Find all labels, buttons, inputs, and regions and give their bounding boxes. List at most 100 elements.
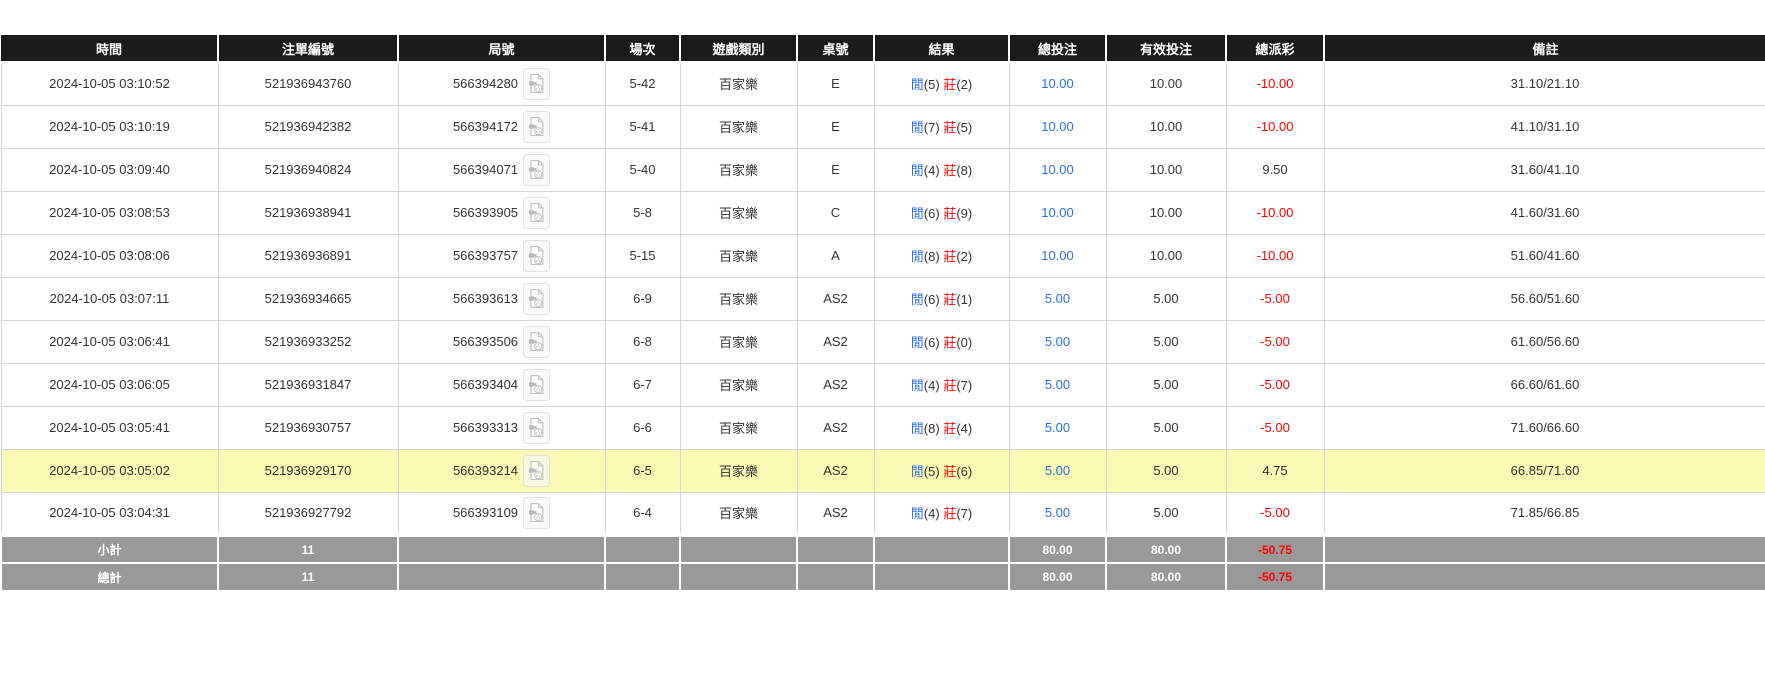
banker-result: 莊(1)	[943, 292, 972, 307]
player-score: (6)	[923, 206, 940, 221]
column-header-total-bet: 總投注	[1009, 35, 1107, 63]
banker-result: 莊(2)	[943, 77, 972, 92]
cell-bet-id: 521936927792	[217, 491, 399, 536]
cell-session: 5-8	[604, 190, 681, 235]
cell-bet-id: 521936929170	[217, 448, 399, 493]
table-row[interactable]: 2024-10-05 03:06:41 521936933252 5663935…	[0, 319, 1765, 364]
banker-result: 莊(6)	[943, 464, 972, 479]
cell-game-type: 百家樂	[679, 491, 798, 536]
cell-time: 2024-10-05 03:05:41	[0, 405, 219, 450]
video-file-icon	[528, 288, 545, 309]
video-replay-button[interactable]	[523, 496, 551, 529]
cell-session: 5-15	[604, 233, 681, 278]
table-body: 2024-10-05 03:10:52 521936943760 5663942…	[0, 61, 1765, 536]
column-header-time: 時間	[1, 35, 219, 63]
video-file-icon	[528, 417, 545, 438]
cell-bet-id: 521936938941	[217, 190, 399, 235]
video-replay-button[interactable]	[523, 411, 551, 444]
banker-score: (7)	[956, 378, 973, 393]
cell-time: 2024-10-05 03:06:05	[0, 362, 219, 407]
table-row[interactable]: 2024-10-05 03:07:11 521936934665 5663936…	[0, 276, 1765, 321]
round-id-text: 566393109	[452, 505, 519, 521]
banker-result: 莊(4)	[943, 421, 972, 436]
table-row[interactable]: 2024-10-05 03:05:41 521936930757 5663933…	[0, 405, 1765, 450]
cell-game-type: 百家樂	[679, 362, 798, 407]
table-row[interactable]: 2024-10-05 03:05:02 521936929170 5663932…	[0, 448, 1765, 493]
player-result: 閒(6)	[911, 206, 940, 221]
player-label: 閒	[910, 77, 924, 93]
table-row[interactable]: 2024-10-05 03:10:19 521936942382 5663941…	[0, 104, 1765, 149]
banker-result: 莊(2)	[943, 249, 972, 264]
banker-score: (5)	[956, 120, 973, 135]
total-valid-bet: 80.00	[1105, 562, 1227, 592]
video-file-icon	[528, 245, 545, 266]
player-score: (8)	[923, 421, 940, 436]
video-replay-button[interactable]	[523, 196, 551, 229]
cell-round-id: 566393506	[397, 319, 606, 364]
cell-session: 6-9	[604, 276, 681, 321]
cell-total-bet: 5.00	[1008, 491, 1107, 536]
subtotal-valid-bet: 80.00	[1105, 533, 1227, 564]
cell-round-id: 566393214	[397, 448, 606, 493]
cell-round-id: 566393905	[397, 190, 606, 235]
player-label: 閒	[910, 292, 924, 307]
cell-valid-bet: 10.00	[1105, 104, 1227, 149]
banker-result: 莊(8)	[943, 163, 972, 178]
round-id-text: 566394071	[452, 162, 519, 177]
banker-result: 莊(5)	[943, 120, 972, 135]
cell-time: 2024-10-05 03:10:19	[0, 104, 219, 149]
banker-result: 莊(7)	[943, 506, 972, 521]
banker-score: (0)	[956, 335, 973, 350]
table-row[interactable]: 2024-10-05 03:08:53 521936938941 5663939…	[0, 190, 1765, 235]
cell-game-type: 百家樂	[679, 405, 798, 450]
table-row[interactable]: 2024-10-05 03:06:05 521936931847 5663934…	[0, 362, 1765, 407]
cell-table-no: AS2	[796, 362, 875, 407]
cell-result: 閒(4) 莊(8)	[873, 147, 1010, 192]
table-row[interactable]: 2024-10-05 03:10:52 521936943760 5663942…	[0, 61, 1765, 106]
cell-round-id: 566393613	[397, 276, 606, 321]
video-replay-button[interactable]	[523, 282, 551, 315]
cell-result: 閒(6) 莊(1)	[873, 276, 1010, 321]
column-header-valid-bet: 有效投注	[1106, 35, 1227, 63]
cell-payout: -5.00	[1225, 276, 1325, 321]
banker-label: 莊	[943, 292, 957, 307]
player-label: 閒	[910, 378, 924, 393]
video-replay-button[interactable]	[523, 153, 551, 186]
cell-result: 閒(5) 莊(6)	[873, 448, 1010, 493]
cell-table-no: AS2	[796, 319, 875, 364]
player-result: 閒(4)	[911, 163, 940, 178]
table-row[interactable]: 2024-10-05 03:04:31 521936927792 5663931…	[0, 491, 1765, 536]
banker-label: 莊	[943, 77, 957, 93]
video-replay-button[interactable]	[523, 454, 551, 487]
video-replay-button[interactable]	[523, 325, 551, 358]
cell-total-bet: 5.00	[1008, 405, 1107, 450]
cell-time: 2024-10-05 03:08:06	[0, 233, 219, 278]
cell-time: 2024-10-05 03:05:02	[0, 448, 219, 493]
video-replay-button[interactable]	[523, 239, 551, 272]
table-row[interactable]: 2024-10-05 03:08:06 521936936891 5663937…	[0, 233, 1765, 278]
table-row[interactable]: 2024-10-05 03:09:40 521936940824 5663940…	[0, 147, 1765, 192]
cell-remark: 56.60/51.60	[1323, 276, 1765, 321]
cell-table-no: AS2	[796, 276, 875, 321]
video-replay-button[interactable]	[523, 368, 551, 401]
cell-payout: -5.00	[1225, 319, 1325, 364]
player-result: 閒(6)	[911, 292, 940, 307]
video-replay-button[interactable]	[523, 110, 551, 143]
banker-result: 莊(7)	[943, 378, 972, 393]
player-result: 閒(8)	[911, 421, 940, 436]
total-payout: -50.75	[1225, 562, 1325, 592]
video-replay-button[interactable]	[523, 67, 551, 100]
cell-total-bet: 5.00	[1008, 319, 1107, 364]
bet-history-table: 時間 注單編號 局號 場次 遊戲類別 桌號 結果 總投注 有效投注 總派彩 備註…	[0, 35, 1765, 592]
cell-payout: -5.00	[1225, 362, 1325, 407]
cell-table-no: AS2	[796, 405, 875, 450]
round-id-text: 566393757	[452, 248, 519, 263]
banker-result: 莊(9)	[943, 206, 972, 221]
cell-result: 閒(8) 莊(4)	[873, 405, 1010, 450]
player-label: 閒	[910, 506, 924, 522]
cell-valid-bet: 10.00	[1105, 147, 1227, 192]
cell-game-type: 百家樂	[679, 233, 798, 278]
banker-label: 莊	[943, 506, 957, 522]
cell-valid-bet: 10.00	[1105, 190, 1227, 235]
cell-time: 2024-10-05 03:07:11	[0, 276, 219, 321]
